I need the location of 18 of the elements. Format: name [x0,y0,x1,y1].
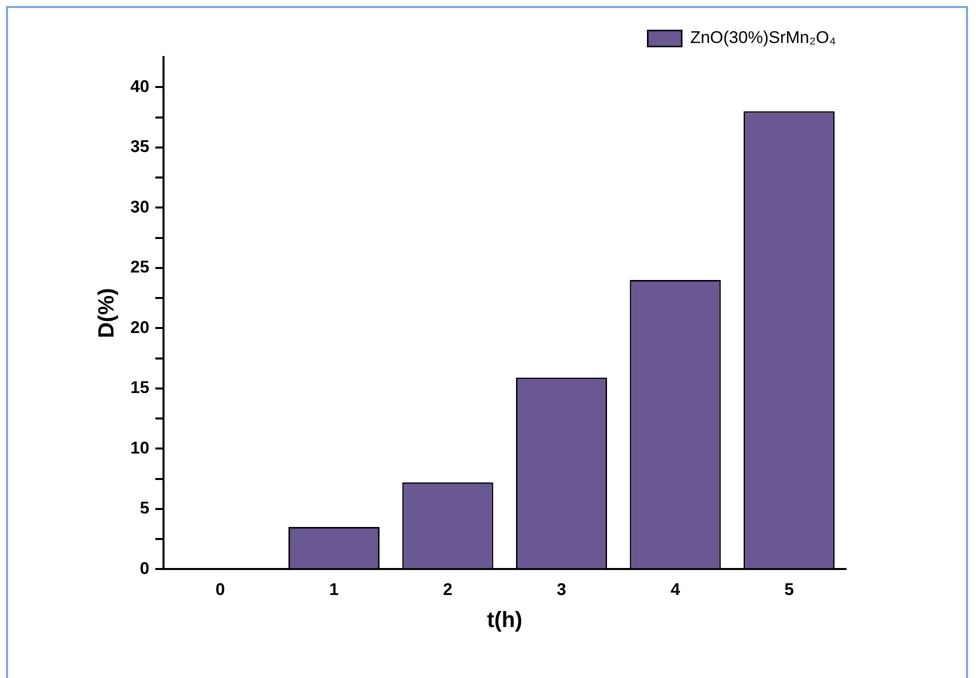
y-tick-label: 20 [130,318,150,337]
x-tick-label: 1 [329,580,339,600]
x-axis-title: t(h) [486,606,522,632]
y-tick-label: 35 [130,137,150,156]
x-tick-label: 4 [670,580,681,600]
x-tick-label: 2 [443,580,452,600]
y-tick-label: 40 [130,76,150,96]
x-tick-label: 5 [784,580,794,600]
y-tick-label: 10 [130,438,150,458]
x-tick-label: 3 [556,580,566,600]
y-tick-label: 15 [130,378,150,398]
y-tick-label: 25 [130,258,150,277]
y-tick-label: 30 [130,197,150,216]
legend-label: ZnO(30%)SrMn₂O₄ [690,28,836,48]
y-tick-label: 5 [140,498,150,518]
y-tick-label: 0 [140,558,150,578]
y-axis-title: D(%) [93,288,118,338]
x-tick-label: 0 [215,580,225,600]
